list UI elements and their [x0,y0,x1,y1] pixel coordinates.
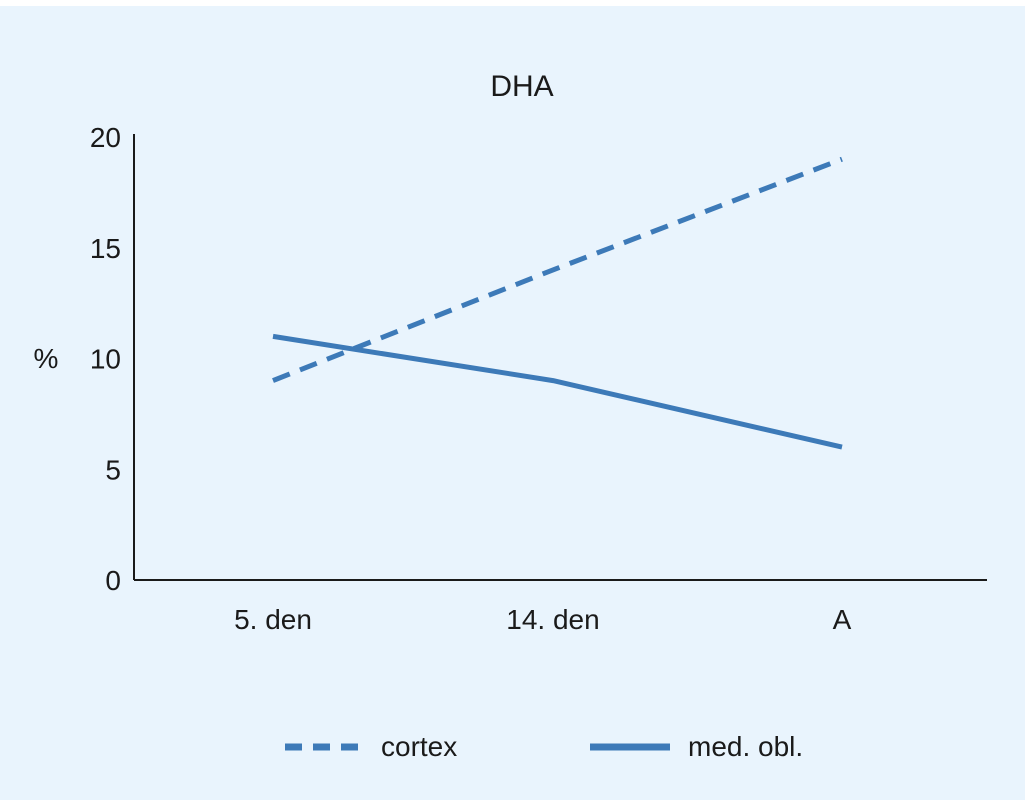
x-tick-labels: 5. den 14. den A [234,604,852,635]
y-tick-label: 15 [90,233,121,264]
y-tick-labels: 0 5 10 15 20 [90,122,121,596]
y-tick-label: 0 [105,565,121,596]
legend-label: med. obl. [688,731,803,762]
x-tick-label: A [833,604,852,635]
legend-label: cortex [381,731,457,762]
y-tick-label: 10 [90,344,121,375]
chart-title: DHA [490,70,553,103]
series-line-cortex [272,156,843,383]
series-line-med-obl [272,333,843,450]
series-lines [272,156,843,450]
legend: cortex med. obl. [285,731,803,762]
x-tick-label: 14. den [506,604,599,635]
y-tick-label: 5 [105,454,121,485]
x-tick-label: 5. den [234,604,312,635]
y-axis-label: % [34,343,59,374]
y-tick-label: 20 [90,122,121,153]
